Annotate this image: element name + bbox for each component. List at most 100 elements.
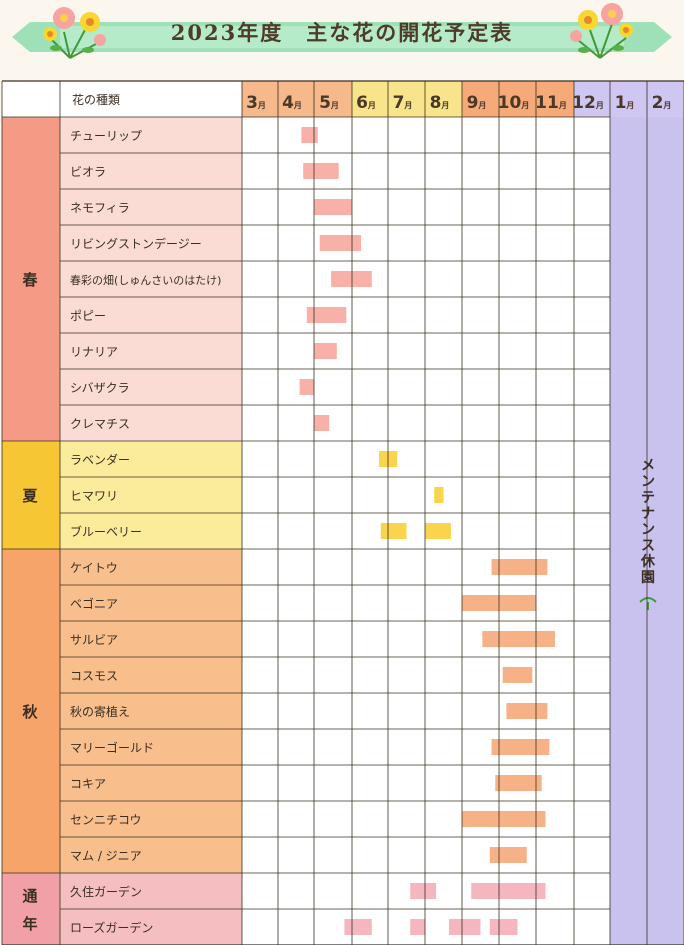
flower-name-cell <box>60 225 242 261</box>
flower-name-cell <box>60 621 242 657</box>
schedule-row-bg <box>242 729 610 765</box>
bloom-bar <box>314 415 330 431</box>
flower-name: ラベンダー <box>70 452 130 467</box>
sprout-icon <box>639 597 657 610</box>
schedule-row-bg <box>242 369 610 405</box>
flower-name: コキア <box>70 777 106 791</box>
section-label-cell <box>2 873 60 945</box>
header-month-unit: 月 <box>558 101 567 110</box>
schedule-row-bg <box>242 909 610 945</box>
flower-name: 春彩の畑(しゅんさいのはたけ) <box>70 274 221 287</box>
bloom-bar <box>449 919 481 935</box>
flower-name: ケイトウ <box>70 561 118 575</box>
section-label-summer: 夏 <box>21 487 38 505</box>
header-month-cell <box>536 81 574 117</box>
flower-name-cell <box>60 405 242 441</box>
flower-name-cell <box>60 549 242 585</box>
flower-name-cell <box>60 261 242 297</box>
flower-name: ビオラ <box>70 165 106 179</box>
bloom-bar <box>462 811 546 827</box>
header-month-cell <box>388 81 425 117</box>
header-month-cell <box>352 81 388 117</box>
flower-name-cell <box>60 297 242 333</box>
header-month-unit: 月 <box>257 101 266 110</box>
flower-name-cell <box>60 657 242 693</box>
maintenance-text: メ <box>641 458 655 474</box>
flower-name: コスモス <box>70 669 118 683</box>
section-label-cell <box>2 117 60 441</box>
bloom-bar <box>471 883 546 899</box>
bloom-bar <box>314 343 337 359</box>
schedule-row-bg <box>242 225 610 261</box>
schedule-row-bg <box>242 297 610 333</box>
header-month-cell <box>499 81 536 117</box>
flower-name: シバザクラ <box>70 381 130 395</box>
bloom-bar <box>319 235 361 251</box>
maintenance-text: ン <box>641 474 655 490</box>
section-label-allyear: 年 <box>22 915 37 933</box>
bloom-bar <box>344 919 372 935</box>
bloom-bar <box>434 487 444 503</box>
bloom-bar <box>410 883 437 899</box>
bloom-bar <box>489 919 518 935</box>
flower-name-cell <box>60 189 242 225</box>
schedule-row-bg <box>242 189 610 225</box>
bloom-bar <box>380 523 407 539</box>
schedule-row-bg <box>242 765 610 801</box>
page-title: 2023年度 主な花の開花予定表 <box>170 20 514 45</box>
flower-name: リビングストンデージー <box>70 236 202 251</box>
flower-name: ローズガーデン <box>70 920 153 935</box>
schedule-row-bg <box>242 585 610 621</box>
flower-name: ヒマワリ <box>70 489 118 503</box>
header-month-unit: 月 <box>595 101 604 110</box>
bloom-bar <box>506 703 548 719</box>
flower-name: ブルーベリー <box>70 524 142 539</box>
maintenance-text: 休 <box>640 553 656 570</box>
header-month-cell <box>462 81 499 117</box>
schedule-row-bg <box>242 333 610 369</box>
header-month-unit: 月 <box>403 101 412 110</box>
schedule-row-bg <box>242 549 610 585</box>
flower-name: リナリア <box>70 345 118 359</box>
title-banner: 2023年度 主な花の開花予定表 <box>0 0 684 70</box>
section-label-cell <box>2 549 60 873</box>
header-flower-type: 花の種類 <box>72 92 120 107</box>
maintenance-text: テ <box>641 490 655 506</box>
section-label-spring: 春 <box>22 271 37 289</box>
flower-name-cell <box>60 153 242 189</box>
flower-name-cell <box>60 477 242 513</box>
flower-name: サルビア <box>70 633 118 647</box>
schedule-row-bg <box>242 153 610 189</box>
schedule-row-bg <box>242 801 610 837</box>
header-month-unit: 月 <box>367 101 376 110</box>
ribbon-inner <box>60 26 624 48</box>
flower-name-cell <box>60 729 242 765</box>
schedule-row-bg <box>242 657 610 693</box>
bloom-bar <box>482 631 555 647</box>
schedule-row-bg <box>242 441 610 477</box>
header-month-cell <box>574 81 610 117</box>
flower-name-cell <box>60 693 242 729</box>
flower-name-cell <box>60 441 242 477</box>
bloom-bar <box>331 271 372 287</box>
header-month-cell <box>425 81 462 117</box>
flower-bouquet-left-icon <box>43 7 106 59</box>
header-month-cell <box>314 81 352 117</box>
header-month-unit: 月 <box>440 101 449 110</box>
schedule-row-bg <box>242 117 610 153</box>
header-month-unit: 月 <box>520 101 529 110</box>
section-label-allyear: 通 <box>22 887 37 905</box>
flower-name-cell <box>60 513 242 549</box>
flower-name: ネモフィラ <box>70 201 130 215</box>
flower-name-cell <box>60 837 242 873</box>
bloom-bar <box>425 523 451 539</box>
header-name-cell <box>2 81 242 117</box>
flower-name-cell <box>60 585 242 621</box>
bloom-bar <box>314 199 352 215</box>
header-month-unit: 月 <box>625 101 634 110</box>
maintenance-text: 園 <box>641 570 655 586</box>
flower-name: 秋の寄植え <box>70 704 130 719</box>
bloom-bar <box>306 307 347 323</box>
flower-name: マリーゴールド <box>70 740 154 755</box>
bloom-bar <box>495 775 542 791</box>
